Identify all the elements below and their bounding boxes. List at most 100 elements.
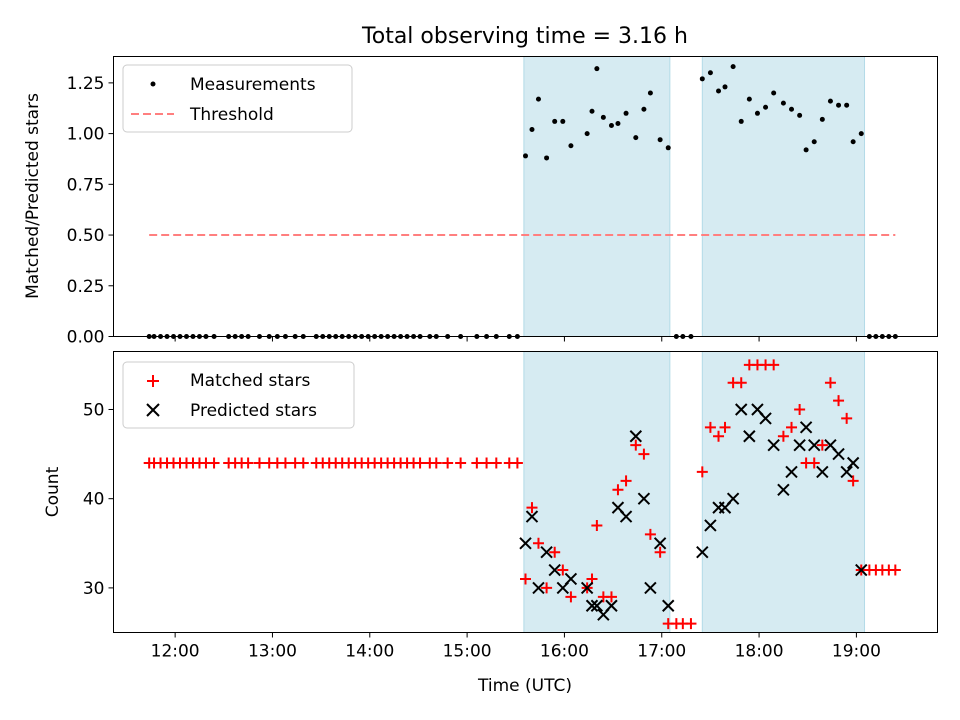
measurement-point	[771, 90, 777, 96]
predicted-star-point	[637, 492, 651, 505]
matched-star-point	[847, 475, 859, 487]
figure-title: Total observing time = 3.16 h	[361, 24, 688, 49]
measurement-point	[560, 118, 566, 124]
measurement-point	[844, 102, 850, 108]
matched-star-point	[565, 591, 577, 603]
predicted-star-point	[855, 563, 868, 577]
matched-star-point	[638, 448, 650, 460]
predicted-star-point	[704, 519, 717, 532]
measurement-point	[850, 139, 856, 145]
predicted-star-point	[759, 412, 772, 425]
legend-threshold-label: Threshold	[189, 105, 274, 125]
predicted-star-point	[619, 510, 633, 523]
legend-predicted-marker	[146, 403, 160, 417]
measurement-point	[819, 116, 825, 122]
predicted-star-point	[785, 465, 798, 479]
x-tick-label: 17:00	[637, 642, 686, 662]
measurement-point	[544, 155, 550, 161]
matched-star-point	[704, 421, 716, 433]
x-tick-label: 14:00	[345, 642, 394, 662]
bottom-axes-frame	[113, 351, 938, 633]
matched-star-point	[442, 457, 454, 469]
matched-star-point	[841, 412, 853, 424]
measurement-point	[523, 153, 528, 159]
predicted-star-point	[644, 581, 657, 595]
predicted-star-point	[808, 438, 821, 452]
measurement-point	[730, 64, 736, 70]
measurement-point	[633, 135, 639, 141]
predicted-star-point	[605, 599, 618, 612]
legend-measurements-label: Measurements	[190, 75, 316, 95]
predicted-star-point	[846, 456, 860, 470]
matched-star-point	[430, 457, 442, 469]
bottom-panel: 30 40 50 12:00 13:00 14:00 15:00 16:00 17:00 18:…	[43, 351, 938, 696]
x-tick-label: 15:00	[443, 642, 492, 662]
measurement-point	[738, 118, 744, 124]
bottom-x-ticks: 12:00 13:00 14:00 15:00 16:00 17:00 18:00 19:00	[151, 632, 881, 662]
measurement-point	[594, 66, 600, 72]
bottom-legend-frame	[122, 361, 355, 429]
predicted-star-point	[816, 465, 829, 479]
matched-star-point	[253, 457, 265, 469]
matched-star-point	[279, 457, 291, 469]
bottom-y-axis-label: Count	[43, 466, 63, 517]
predicted-star-point	[532, 581, 545, 595]
measurement-point	[584, 131, 590, 137]
bottom-y-tick-label: 40	[83, 490, 105, 510]
matched-star-point	[630, 439, 642, 451]
matched-star-point	[696, 466, 708, 478]
matched-star-point	[532, 537, 544, 549]
matched-star-point	[889, 564, 901, 576]
measurement-point	[535, 96, 541, 102]
measurement-point	[827, 98, 833, 104]
legend-matched-marker	[147, 375, 159, 387]
matched-star-point	[455, 457, 467, 469]
matched-star-point	[549, 546, 561, 558]
matched-star-point	[719, 421, 731, 433]
top-y-tick-label: 1.25	[67, 74, 105, 94]
top-y-tick-label: 1.00	[67, 125, 105, 145]
measurement-point	[836, 102, 842, 108]
predicted-star-point	[793, 438, 806, 452]
predicted-star-point	[653, 537, 667, 550]
matched-star-point	[208, 457, 220, 469]
matched-star-point	[654, 546, 666, 558]
top-y-tick-label: 0.00	[67, 328, 105, 348]
top-y-tick-label: 0.50	[67, 226, 105, 246]
predicted-star-point	[726, 492, 740, 505]
observing-window-top-1	[523, 56, 671, 337]
measurement-point	[600, 114, 606, 120]
measurement-point	[789, 106, 795, 112]
top-y-ticks: 0.00 0.25 0.50 0.75 1.00 1.25	[67, 74, 114, 348]
bottom-y-ticks: 30 40 50	[83, 400, 114, 599]
x-tick-label: 13:00	[248, 642, 297, 662]
matched-star-point	[735, 377, 747, 389]
measurement-point	[623, 110, 629, 116]
matched-star-point	[816, 439, 828, 451]
predicted-star-point	[840, 465, 853, 479]
matched-star-point	[242, 457, 254, 469]
predicted-stars-points	[519, 403, 868, 621]
predicted-star-point	[590, 599, 604, 612]
measurement-point	[552, 118, 558, 124]
measurement-point	[858, 131, 864, 137]
matched-star-point	[620, 475, 632, 487]
matched-star-point	[794, 403, 806, 415]
measurement-point	[780, 100, 786, 106]
legend-matched-label: Matched stars	[190, 371, 310, 391]
matched-star-point	[526, 502, 538, 514]
measurement-point	[657, 137, 663, 143]
top-axes-frame	[113, 56, 938, 337]
measurement-point	[707, 70, 713, 76]
observing-window-top-2	[701, 56, 866, 337]
top-legend: Measurements Threshold	[122, 64, 353, 133]
predicted-star-point	[767, 438, 780, 452]
matched-star-point	[713, 430, 725, 442]
matched-star-point	[808, 457, 820, 469]
predicted-star-point	[580, 581, 594, 595]
measurement-point	[529, 127, 535, 133]
matched-star-point	[824, 377, 836, 389]
top-panel: 0.00 0.25 0.50 0.75 1.00 1.25 Matched/Predict…	[23, 56, 938, 348]
predicted-star-point	[525, 510, 539, 523]
bottom-y-tick-label: 30	[83, 579, 105, 599]
